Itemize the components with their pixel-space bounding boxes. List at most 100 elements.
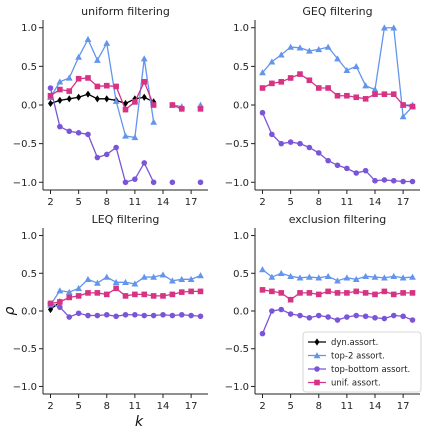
x-tick-label: 5: [75, 197, 81, 208]
x-tick-label: 17: [397, 401, 410, 412]
series-line: [49, 87, 155, 184]
x-tick-label: 2: [259, 197, 265, 208]
data-point: [409, 290, 416, 296]
data-point: [334, 290, 341, 296]
data-point: [305, 273, 313, 280]
data-point: [380, 274, 388, 281]
data-point: [269, 288, 275, 295]
data-point: [113, 83, 119, 90]
data-point: [287, 311, 294, 317]
y-tick-label: 0.5: [233, 269, 249, 280]
data-point: [399, 274, 407, 281]
x-tick-label: 5: [287, 401, 293, 412]
data-point: [113, 313, 119, 320]
data-point: [372, 314, 378, 321]
data-point: [113, 285, 119, 292]
x-tick-label: 14: [157, 401, 170, 412]
data-point: [66, 128, 73, 135]
data-point: [296, 274, 304, 281]
data-point: [390, 312, 397, 319]
data-point: [47, 305, 54, 314]
data-point: [296, 44, 304, 51]
data-point: [334, 277, 341, 284]
data-point: [268, 273, 276, 280]
y-tick-label: 0.0: [233, 307, 249, 318]
series-unif: [259, 287, 416, 303]
data-point: [371, 273, 379, 280]
data-point: [84, 275, 92, 283]
data-point: [112, 97, 120, 104]
x-tick-label: 17: [185, 401, 198, 412]
data-point: [140, 273, 148, 280]
y-tick-label: 0.5: [21, 269, 37, 280]
data-point: [47, 99, 54, 108]
data-point: [141, 312, 148, 319]
data-point: [259, 287, 266, 293]
x-tick-label: 11: [129, 197, 142, 208]
data-point: [150, 312, 157, 319]
data-point: [104, 95, 110, 103]
series-line: [262, 73, 413, 108]
data-point: [85, 90, 91, 98]
data-point: [151, 98, 157, 106]
data-point: [259, 330, 266, 337]
data-point: [306, 144, 313, 151]
data-point: [362, 167, 369, 174]
data-point: [315, 45, 323, 53]
panel-2: GEQ filtering −1.0 −0.5 0.0 0.5 1.0 2 5 8 11 14 17: [225, 5, 420, 208]
data-point: [400, 178, 406, 185]
data-point: [132, 291, 138, 298]
legend-entry: dyn.assort.: [308, 338, 378, 348]
x-tick-label: 14: [157, 197, 170, 208]
data-point: [343, 66, 351, 73]
data-point: [278, 306, 285, 313]
y-tick-label: 1.0: [21, 23, 37, 34]
data-point: [306, 77, 313, 84]
data-point: [390, 177, 397, 184]
data-point: [178, 275, 186, 283]
data-point: [122, 293, 129, 299]
data-point: [168, 277, 176, 284]
data-point: [159, 271, 167, 278]
series-unif: [259, 71, 416, 110]
data-point: [390, 91, 397, 97]
data-point: [277, 269, 285, 276]
data-point: [324, 272, 332, 280]
data-point: [141, 291, 148, 298]
x-tick-label: 11: [341, 197, 354, 208]
legend-label: dyn.assort.: [331, 338, 378, 348]
y-tick-label: 0.5: [233, 62, 249, 73]
data-point: [277, 51, 285, 58]
data-point: [122, 311, 129, 318]
data-point: [132, 99, 138, 105]
data-point: [132, 176, 138, 182]
x-tick-label: 8: [316, 197, 322, 208]
data-point: [399, 113, 407, 120]
data-point: [409, 178, 416, 185]
series-topbottom: [259, 306, 416, 337]
legend-entry: top-2 assort.: [308, 352, 385, 362]
y-tick-label: 0.0: [21, 101, 37, 112]
x-tick-label: 11: [341, 401, 354, 412]
data-point: [47, 85, 54, 91]
data-point: [409, 103, 416, 110]
panel-title: exclusion filtering: [289, 213, 387, 226]
panel-title: GEQ filtering: [302, 5, 372, 18]
data-point: [75, 75, 82, 82]
panel-title: LEQ filtering: [92, 213, 160, 226]
data-point: [353, 94, 360, 101]
data-point: [56, 287, 64, 294]
data-point: [400, 290, 406, 296]
data-point: [113, 144, 119, 151]
data-point: [150, 293, 157, 299]
data-point: [85, 312, 91, 319]
data-point: [278, 140, 285, 147]
data-point: [103, 82, 110, 89]
x-tick-label: 8: [104, 401, 110, 412]
data-point: [85, 75, 91, 81]
data-point: [197, 288, 204, 295]
x-tick-label: 8: [104, 197, 110, 208]
data-point: [169, 291, 176, 298]
data-point: [112, 278, 120, 286]
data-point: [362, 96, 369, 102]
